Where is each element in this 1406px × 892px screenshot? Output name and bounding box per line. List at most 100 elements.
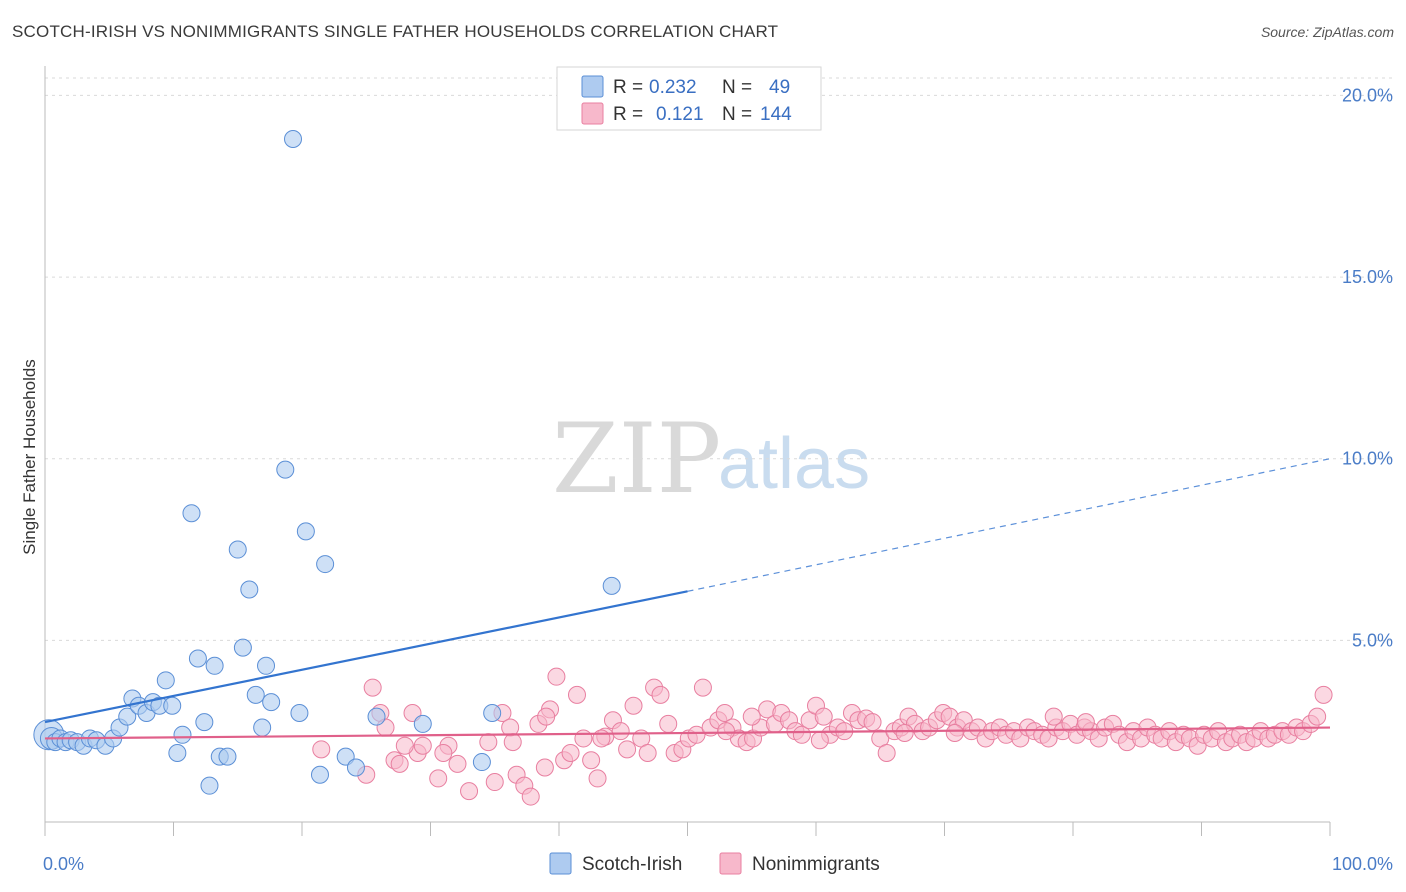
legend-r-label-1: R = — [613, 77, 643, 98]
nonimmigrants-point — [312, 740, 331, 759]
scotch-irish-point — [290, 704, 309, 723]
bottom-legend-label-nonimmigrants: Nonimmigrants — [752, 854, 880, 875]
nonimmigrants-point — [638, 743, 657, 762]
scotch-irish-point — [182, 504, 201, 523]
y-tick-label: 10.0% — [1342, 449, 1393, 469]
nonimmigrants-point — [479, 733, 498, 752]
scotch-irish-point — [163, 696, 182, 715]
nonimmigrants-point — [574, 729, 593, 748]
scotch-irish-point — [284, 130, 303, 149]
watermark-atlas: atlas — [718, 424, 870, 504]
scotch-irish-point — [253, 718, 272, 737]
legend-n-value-2: 144 — [760, 104, 792, 125]
scotch-irish-point — [200, 776, 219, 795]
nonimmigrants-point — [618, 740, 637, 759]
nonimmigrants-point — [460, 782, 479, 801]
nonimmigrants-point — [535, 758, 554, 777]
nonimmigrants-point — [715, 704, 734, 723]
scotch-irish-trend-line — [44, 590, 688, 724]
nonimmigrants-point — [429, 769, 448, 788]
scotch-irish-points — [33, 130, 621, 795]
bottom-legend-swatch-scotch-irish — [549, 852, 572, 875]
scotch-irish-point — [296, 522, 315, 541]
scotch-irish-point — [156, 671, 175, 690]
nonimmigrants-point — [659, 714, 678, 733]
nonimmigrants-point — [651, 685, 670, 704]
scotch-irish-point — [118, 707, 137, 726]
nonimmigrants-points — [312, 667, 1333, 806]
scotch-irish-point — [168, 743, 187, 762]
nonimmigrants-point — [1076, 713, 1095, 732]
bottom-legend: Scotch-Irish Nonimmigrants — [549, 852, 880, 875]
grid — [45, 77, 1393, 641]
scotch-irish-point — [472, 753, 491, 772]
nonimmigrants-point — [413, 736, 432, 755]
scotch-irish-point — [173, 725, 192, 744]
nonimmigrants-point — [810, 731, 829, 750]
nonimmigrants-point — [624, 696, 643, 715]
y-tick-label: 5.0% — [1352, 630, 1393, 650]
nonimmigrants-point — [547, 667, 566, 686]
nonimmigrants-point — [895, 723, 914, 742]
trend-lines — [44, 458, 1331, 740]
legend-n-label-1: N = — [722, 77, 752, 98]
scotch-irish-point — [195, 713, 214, 732]
bottom-legend-label-scotch-irish: Scotch-Irish — [582, 854, 682, 875]
scotch-irish-point — [602, 576, 621, 595]
nonimmigrants-point — [485, 773, 504, 792]
y-axis-label: Single Father Households — [20, 359, 39, 555]
nonimmigrants-point — [1044, 707, 1063, 726]
legend-n-label-2: N = — [722, 104, 752, 125]
nonimmigrants-point — [588, 769, 607, 788]
chart-title: SCOTCH-IRISH VS NONIMMIGRANTS SINGLE FAT… — [12, 22, 779, 41]
scotch-irish-point — [276, 460, 295, 479]
scotch-irish-point — [413, 714, 432, 733]
watermark-zip: ZIP — [552, 403, 721, 515]
scotch-irish-point — [188, 649, 207, 668]
nonimmigrants-point — [717, 722, 736, 741]
chart-source: Source: ZipAtlas.com — [1260, 24, 1394, 40]
nonimmigrants-point — [582, 751, 601, 770]
legend-r-value-2: 0.121 — [656, 104, 704, 125]
nonimmigrants-point — [742, 707, 761, 726]
legend-r-value-1: 0.232 — [649, 77, 697, 98]
scotch-irish-point — [240, 580, 259, 599]
nonimmigrants-point — [863, 713, 882, 732]
y-tick-label: 20.0% — [1342, 85, 1393, 105]
scotch-irish-point — [346, 758, 365, 777]
nonimmigrants-point — [448, 754, 467, 773]
scotch-irish-point — [367, 707, 386, 726]
scotch-irish-point — [262, 693, 281, 712]
x-tick-label: 0.0% — [43, 854, 84, 874]
nonimmigrants-point — [561, 743, 580, 762]
nonimmigrants-point — [503, 733, 522, 752]
scotch-irish-point — [246, 685, 265, 704]
scotch-irish-point — [316, 555, 335, 574]
scotch-irish-point — [310, 765, 329, 784]
axes — [44, 66, 1331, 836]
nonimmigrants-point — [521, 787, 540, 806]
nonimmigrants-point — [592, 729, 611, 748]
nonimmigrants-trend-line — [44, 726, 1331, 740]
nonimmigrants-point — [1308, 707, 1327, 726]
nonimmigrants-point — [814, 707, 833, 726]
nonimmigrants-point — [687, 725, 706, 744]
tick-labels: 5.0% 10.0% 15.0% 20.0% 0.0% 100.0% — [43, 85, 1393, 874]
nonimmigrants-point — [693, 678, 712, 697]
y-tick-label: 15.0% — [1342, 267, 1393, 287]
scotch-irish-point — [205, 656, 224, 675]
nonimmigrants-point — [567, 685, 586, 704]
top-legend: R = 0.232 N = 49 R = 0.121 N = 144 — [556, 66, 822, 131]
scotch-irish-point — [228, 540, 247, 559]
nonimmigrants-point — [792, 725, 811, 744]
scotch-irish-point — [483, 704, 502, 723]
watermark: ZIP atlas — [552, 403, 870, 515]
legend-r-label-2: R = — [613, 104, 643, 125]
scotch-irish-point — [233, 638, 252, 657]
x-tick-label: 100.0% — [1332, 854, 1393, 874]
legend-n-value-1: 49 — [769, 77, 790, 98]
nonimmigrants-point — [945, 723, 964, 742]
legend-swatch-scotch-irish — [581, 75, 604, 98]
nonimmigrants-point — [363, 678, 382, 697]
